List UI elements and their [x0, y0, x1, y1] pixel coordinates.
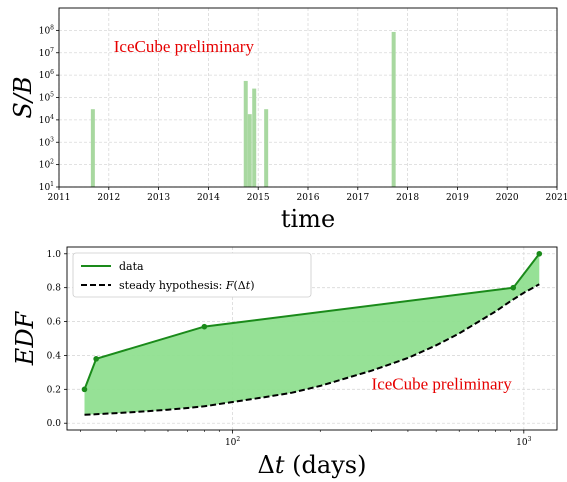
edf-difference-fill	[84, 253, 540, 415]
top-x-tick-label: 2011	[48, 193, 71, 203]
top-y-tick-label: 107	[39, 47, 54, 59]
top-bar	[264, 109, 269, 187]
data-point	[93, 356, 99, 362]
steady-hypothesis-line	[84, 283, 540, 416]
top-y-tick-label: 101	[39, 181, 54, 193]
bottom-y-tick-label: 0.4	[47, 351, 62, 361]
top-y-tick-label: 103	[39, 136, 54, 148]
top-bar	[252, 88, 257, 187]
top-x-tick-label: 2015	[247, 193, 270, 203]
bottom-y-axis-label: EDF	[11, 310, 39, 366]
top-x-ticks: 2011 2012 2013 2014 2015 2016 2017 2018 2019 2020…	[48, 187, 567, 203]
top-annotation: IceCube preliminary	[114, 37, 255, 56]
top-y-tick-label: 105	[39, 92, 54, 104]
top-x-tick-label: 2013	[147, 193, 170, 203]
top-x-tick-label: 2018	[396, 193, 419, 203]
top-y-axis-label: S/B	[9, 76, 37, 118]
bottom-x-tick-label: 102	[225, 436, 240, 448]
data-point	[510, 284, 517, 291]
legend-box	[72, 252, 312, 298]
bottom-y-tick-label: 1.0	[47, 250, 62, 260]
top-x-axis-label: time	[281, 205, 335, 233]
bottom-y-tick-label: 0.0	[47, 419, 62, 429]
top-x-tick-label: 2017	[346, 193, 369, 203]
top-chart: 2011 2012 2013 2014 2015 2016 2017 2018 2019 2020…	[9, 7, 567, 233]
bottom-x-axis-label: Δt (days)	[258, 451, 367, 479]
top-y-ticks: 101 102 103 104 105 106 107 108	[39, 24, 59, 193]
bottom-plot-frame	[66, 246, 558, 431]
top-bar	[391, 31, 396, 187]
top-y-tick-label: 106	[39, 69, 54, 81]
data-point	[201, 323, 208, 330]
top-bars	[90, 31, 396, 187]
data-point	[536, 250, 543, 257]
bottom-annotation: IceCube preliminary	[372, 374, 513, 393]
top-x-tick-label: 2021	[546, 193, 567, 203]
legend: data steady hypothesis: F(Δt)	[72, 252, 312, 298]
top-x-tick-label: 2019	[446, 193, 469, 203]
legend-steady-label: steady hypothesis: F(Δt)	[119, 279, 254, 292]
top-bar	[90, 109, 95, 187]
bottom-chart: 102 103 0.0 0.2 0.4 0.6 0.8 1.0 IceCube prelim…	[11, 246, 558, 479]
top-y-tick-label: 104	[39, 114, 54, 126]
bottom-y-tick-label: 0.6	[47, 318, 62, 328]
data-point	[81, 386, 88, 393]
bottom-y-ticks: 0.0 0.2 0.4 0.6 0.8 1.0	[47, 250, 67, 429]
top-bar	[243, 80, 248, 187]
bottom-y-tick-label: 0.8	[47, 284, 62, 294]
top-x-tick-label: 2016	[297, 193, 320, 203]
top-y-tick-label: 108	[39, 24, 54, 36]
legend-data-label: data	[119, 260, 144, 273]
top-x-tick-label: 2020	[496, 193, 519, 203]
bottom-y-tick-label: 0.2	[47, 385, 61, 395]
bottom-x-ticks: 102 103	[80, 430, 532, 448]
top-y-tick-label: 102	[39, 159, 54, 171]
top-x-tick-label: 2014	[197, 193, 220, 203]
bottom-x-tick-label: 103	[516, 436, 531, 448]
top-bar	[247, 114, 252, 187]
top-x-tick-label: 2012	[97, 193, 120, 203]
top-grid	[58, 8, 558, 188]
data-points	[81, 250, 543, 393]
